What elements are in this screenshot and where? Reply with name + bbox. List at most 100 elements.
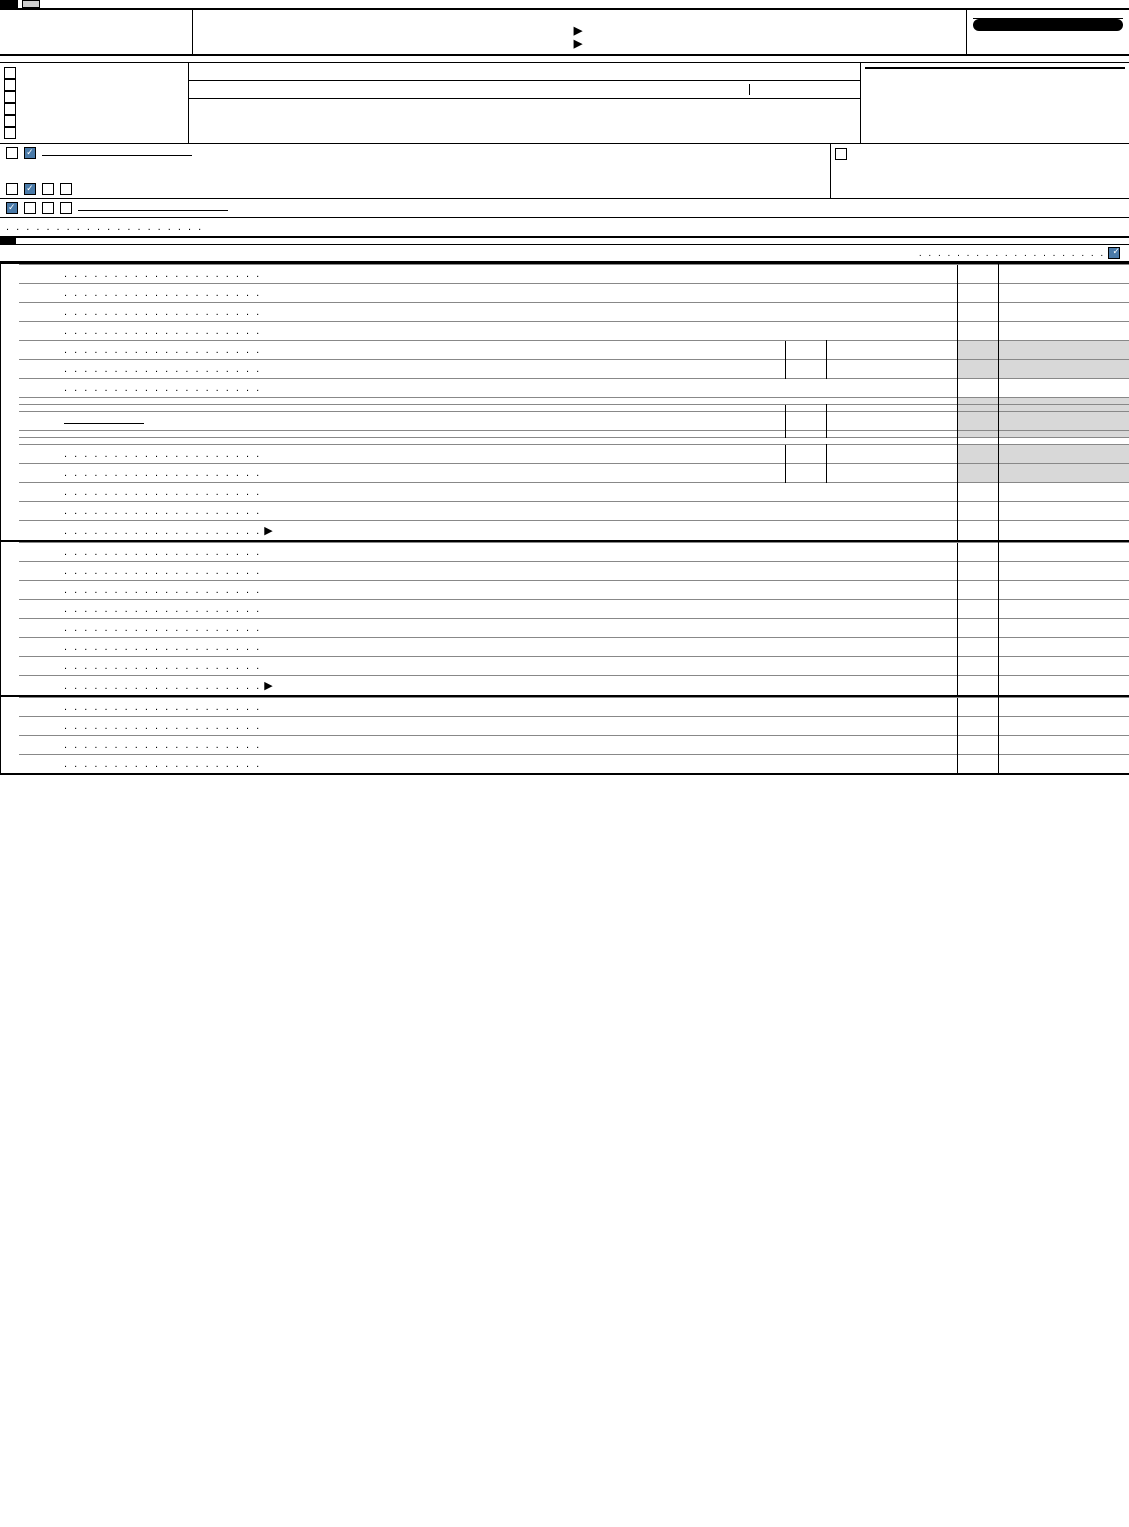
value-cell: [999, 303, 1129, 322]
value-cell-shaded: [999, 341, 1129, 360]
value-cell-shaded: [999, 412, 1129, 431]
checkbox-name-change[interactable]: [4, 79, 16, 91]
num-box-shaded: [958, 464, 999, 483]
checkbox-amended[interactable]: [4, 115, 16, 127]
mini-num: [786, 464, 827, 483]
l-row: [0, 218, 1129, 237]
table-row: [19, 405, 1129, 412]
line-num: [19, 284, 59, 303]
checkbox-initial-return[interactable]: [4, 91, 16, 103]
checkbox-cash[interactable]: [6, 147, 18, 159]
line-num: [19, 676, 59, 696]
line-num: [19, 619, 59, 638]
line-num: [19, 755, 59, 774]
other-specify-input[interactable]: [42, 155, 192, 156]
line-num: [19, 341, 59, 360]
form-header: [0, 10, 1129, 56]
line-num: [19, 405, 59, 412]
checkbox-corp[interactable]: [6, 202, 18, 214]
mini-val: [827, 405, 958, 412]
num-box: [958, 483, 999, 502]
k-row: [0, 199, 1129, 218]
table-row: [19, 265, 1129, 284]
value-cell-shaded: [999, 445, 1129, 464]
table-row: [19, 431, 1129, 438]
checkbox-pending[interactable]: [4, 127, 16, 139]
line-num: [19, 483, 59, 502]
checkbox-assoc[interactable]: [42, 202, 54, 214]
table-row: [19, 717, 1129, 736]
table-row: [19, 464, 1129, 483]
value-cell-shaded: [999, 360, 1129, 379]
value-cell-shaded: [999, 405, 1129, 412]
num-box: [958, 600, 999, 619]
num-box: [958, 676, 999, 696]
num-box-shaded: [958, 405, 999, 412]
table-row: [19, 483, 1129, 502]
line-num: [19, 265, 59, 284]
num-box: [958, 303, 999, 322]
value-cell: [999, 736, 1129, 755]
line-num: [19, 736, 59, 755]
mini-val: [827, 412, 958, 431]
checkbox-final-return[interactable]: [4, 103, 16, 115]
table-row: [19, 379, 1129, 398]
value-cell: [999, 284, 1129, 303]
checkbox-address-change[interactable]: [4, 67, 16, 79]
table-row: [19, 398, 1129, 405]
value-cell-shaded: [999, 398, 1129, 405]
table-row: [19, 412, 1129, 431]
value-cell: [999, 717, 1129, 736]
num-box: [958, 284, 999, 303]
table-row: [19, 698, 1129, 717]
line-num: [19, 445, 59, 464]
table-row: [19, 543, 1129, 562]
expenses-table: ▶: [19, 542, 1129, 695]
arrow-icon: [574, 25, 585, 37]
line-num: [19, 562, 59, 581]
checkbox-527[interactable]: [60, 183, 72, 195]
checkbox-h[interactable]: [835, 148, 847, 160]
checkbox-501c[interactable]: [24, 183, 36, 195]
revenue-side-label: [0, 264, 19, 540]
checkbox-schedule-o[interactable]: [1108, 247, 1120, 259]
num-box-shaded: [958, 431, 999, 438]
num-box-shaded: [958, 412, 999, 431]
num-box-shaded: [958, 341, 999, 360]
table-row: [19, 619, 1129, 638]
num-box: [958, 265, 999, 284]
line-num: [19, 398, 59, 405]
value-cell: [999, 483, 1129, 502]
checkbox-4947[interactable]: [42, 183, 54, 195]
value-cell: [999, 698, 1129, 717]
checkbox-other-org[interactable]: [60, 202, 72, 214]
num-box: [958, 521, 999, 541]
mini-val: [827, 360, 958, 379]
num-box-shaded: [958, 445, 999, 464]
value-cell: [999, 265, 1129, 284]
table-row: [19, 581, 1129, 600]
other-org-input[interactable]: [78, 210, 228, 211]
num-box: [958, 755, 999, 774]
revenue-table: ▶: [19, 264, 1129, 540]
value-cell: [999, 438, 1129, 445]
value-cell: [999, 562, 1129, 581]
line-num: [19, 379, 59, 398]
phone-value: [865, 68, 1125, 69]
checkbox-trust[interactable]: [24, 202, 36, 214]
table-row: [19, 303, 1129, 322]
efile-print-button[interactable]: [0, 0, 18, 8]
value-cell: [999, 657, 1129, 676]
num-box: [958, 322, 999, 341]
org-info-grid: [0, 63, 1129, 144]
contrib-input[interactable]: [64, 423, 144, 424]
checkbox-accrual[interactable]: [24, 147, 36, 159]
num-box: [958, 736, 999, 755]
checkbox-501c3[interactable]: [6, 183, 18, 195]
line-num: [19, 412, 59, 431]
line-num: [19, 521, 59, 541]
line-num: [19, 464, 59, 483]
table-row: [19, 341, 1129, 360]
num-box-shaded: [958, 398, 999, 405]
value-cell: [999, 619, 1129, 638]
